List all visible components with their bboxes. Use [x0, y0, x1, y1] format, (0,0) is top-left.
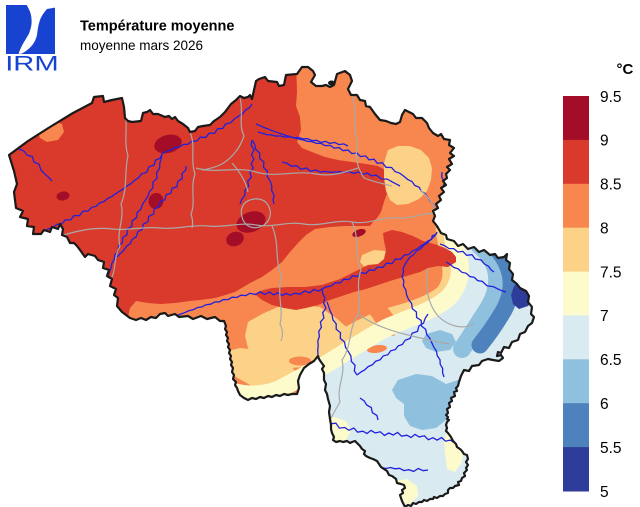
svg-text:IRM: IRM: [5, 52, 58, 75]
svg-text:5.5: 5.5: [600, 440, 622, 457]
svg-text:7.5: 7.5: [600, 264, 622, 281]
svg-text:8.5: 8.5: [600, 177, 622, 194]
svg-text:6: 6: [600, 396, 609, 413]
svg-text:9: 9: [600, 133, 609, 150]
svg-text:6.5: 6.5: [600, 352, 622, 369]
svg-text:5: 5: [600, 484, 609, 501]
svg-text:Température moyenne: Température moyenne: [80, 19, 234, 35]
svg-text:9.5: 9.5: [600, 89, 622, 106]
svg-text:moyenne mars 2026: moyenne mars 2026: [80, 38, 203, 53]
svg-text:8: 8: [600, 221, 609, 238]
svg-text:7: 7: [600, 308, 609, 325]
svg-text:°C: °C: [617, 61, 634, 78]
